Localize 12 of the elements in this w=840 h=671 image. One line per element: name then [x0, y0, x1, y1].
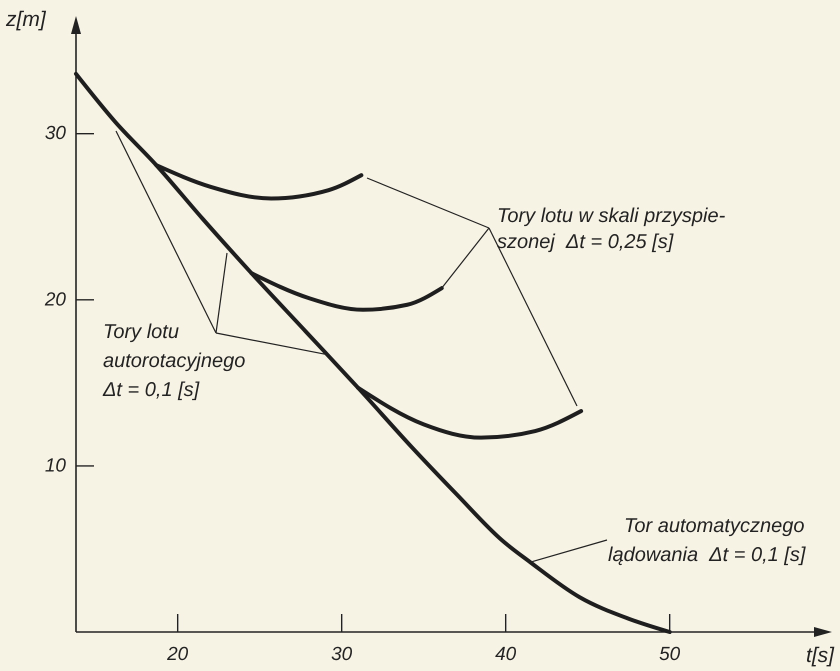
x-tick-label: 50	[659, 644, 681, 665]
annotation: Tor automatycznego lądowania Δt = 0,1 [s]	[608, 515, 806, 566]
x-axis-title: t[s]	[806, 644, 836, 667]
x-tick-label: 40	[495, 644, 517, 665]
annotation: Tory lotu w skali przyspie- szonej Δt = 0,25 [s]	[497, 205, 726, 253]
x-tick-label: 20	[166, 644, 189, 665]
y-axis-title: z[m]	[5, 8, 47, 31]
y-tick-label: 10	[44, 455, 66, 476]
y-tick-label: 20	[44, 289, 66, 310]
y-tick-label: 30	[44, 123, 66, 144]
x-tick-label: 30	[331, 644, 353, 665]
annotation: Tory lotu autorotacyjnego Δt = 0,1 [s]	[102, 321, 246, 401]
